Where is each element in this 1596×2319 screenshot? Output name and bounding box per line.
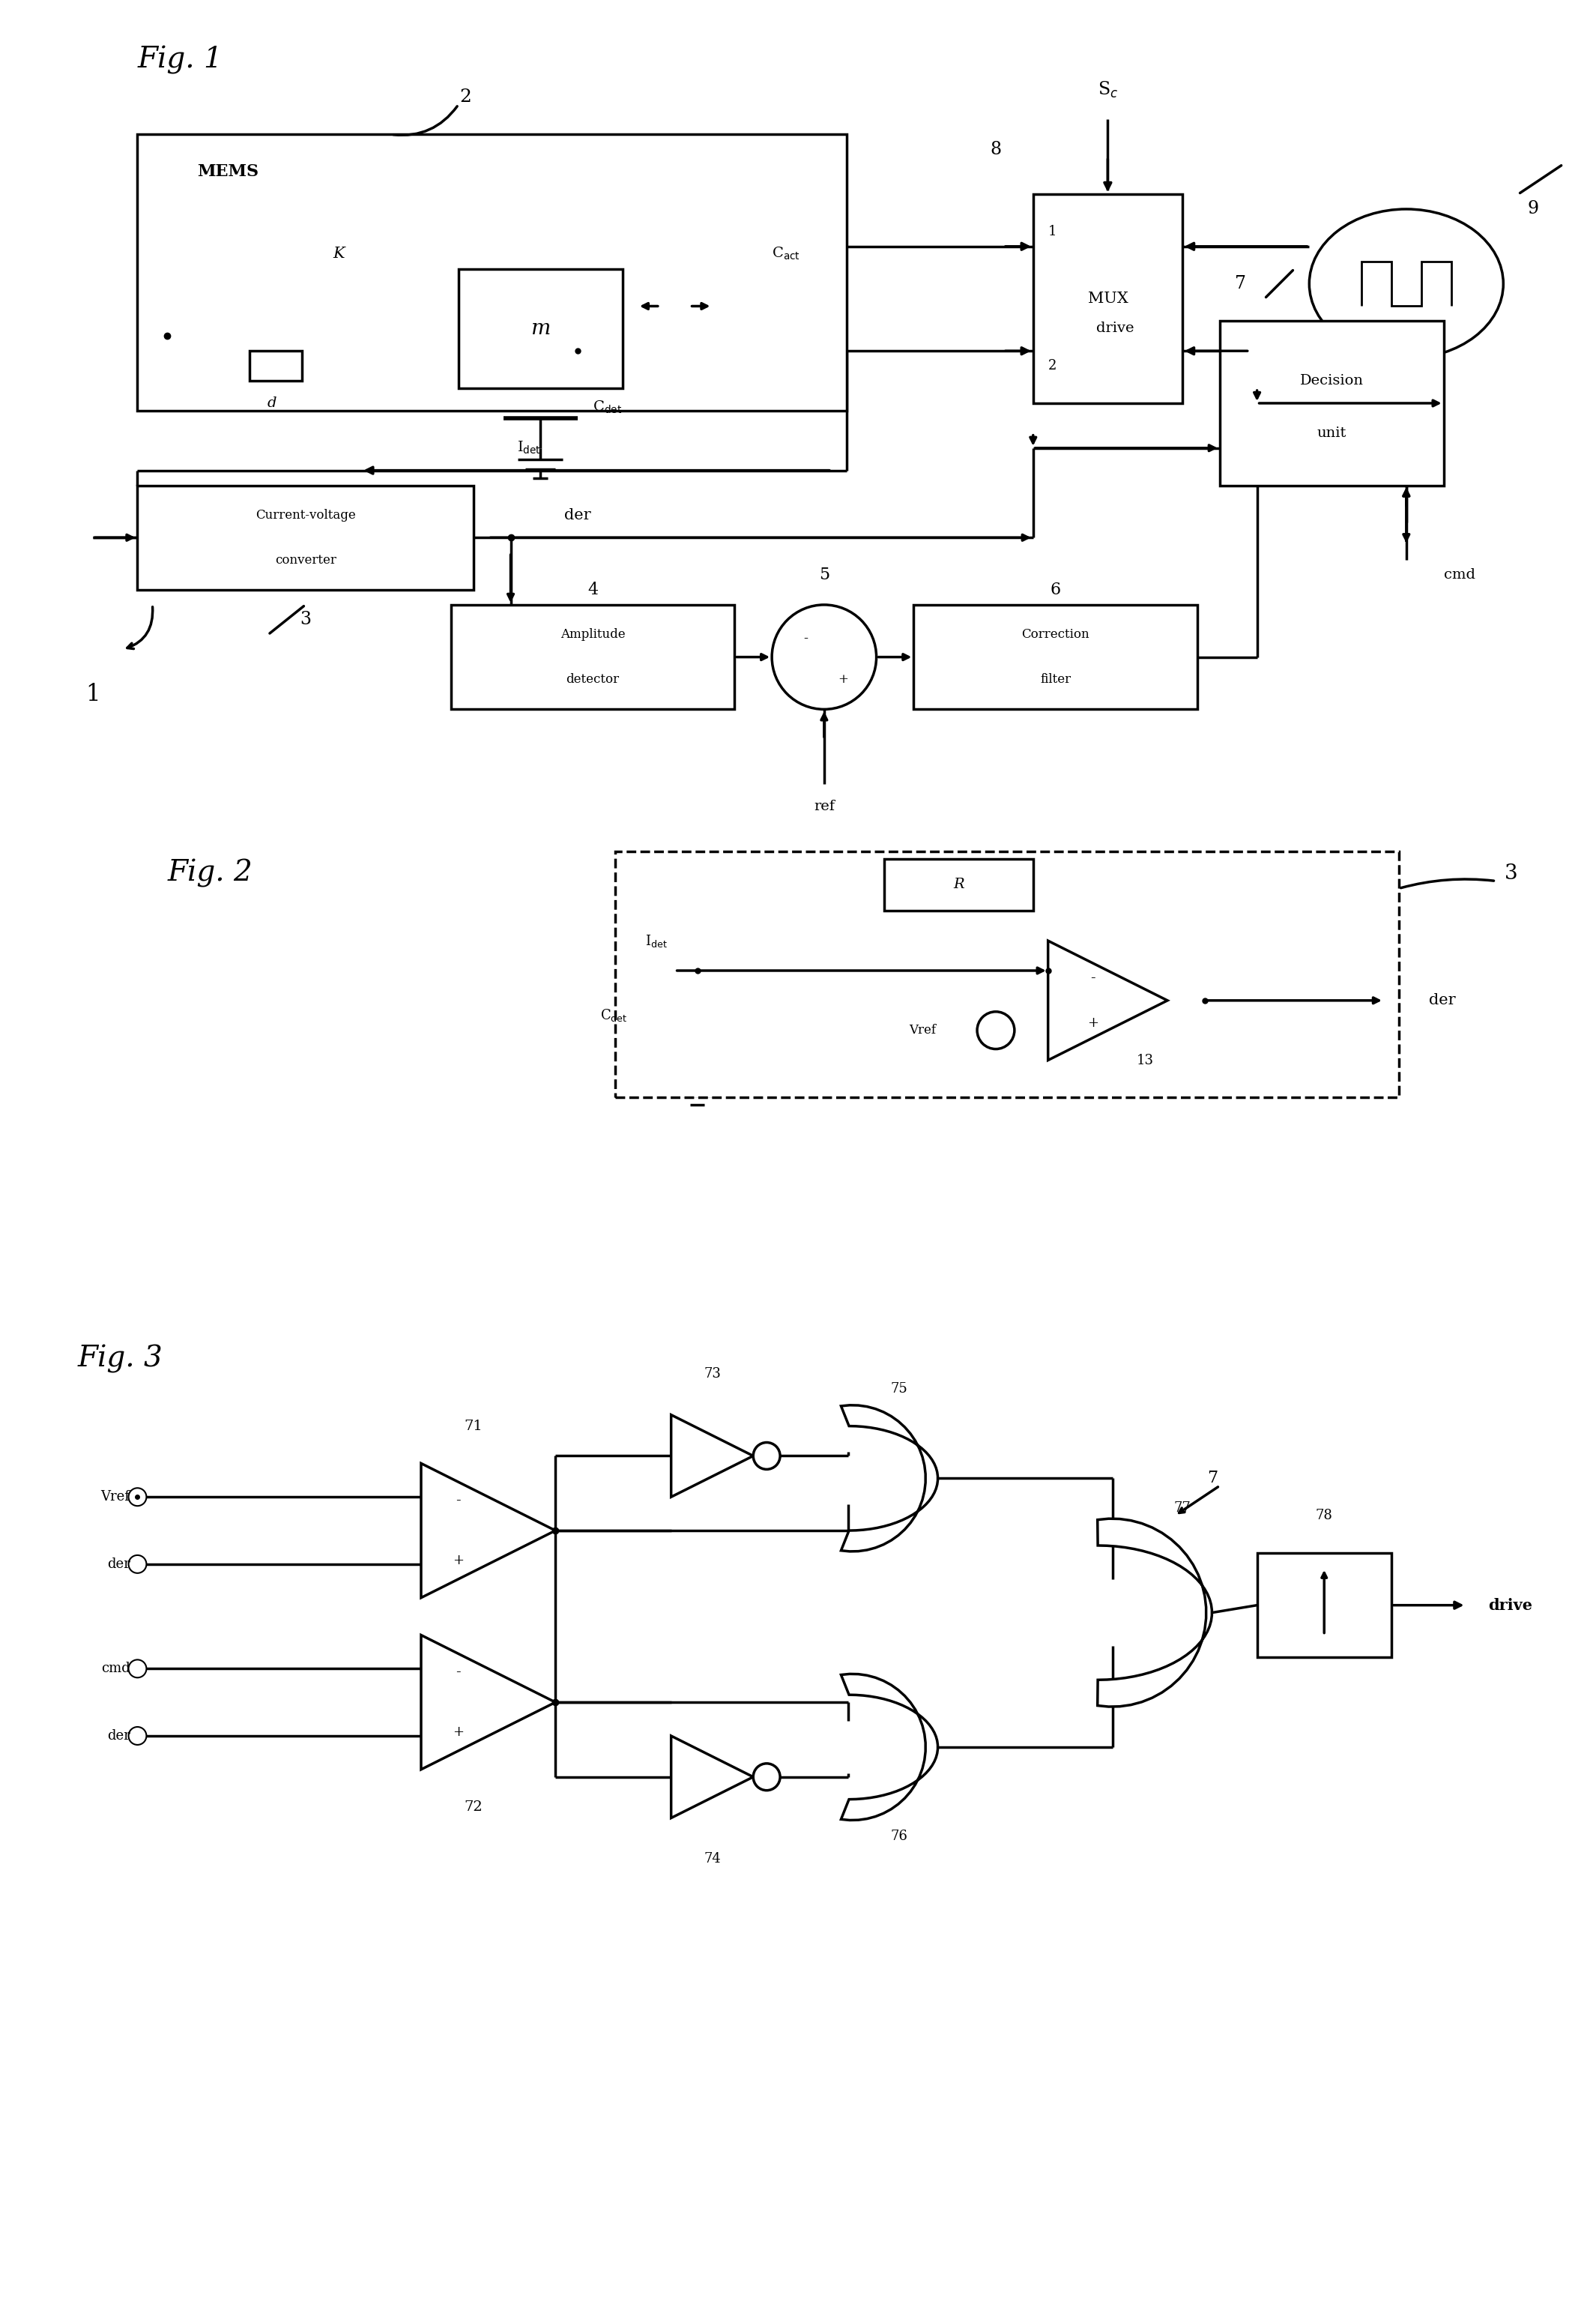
Circle shape bbox=[129, 1660, 147, 1677]
Polygon shape bbox=[841, 1405, 938, 1551]
Text: der: der bbox=[107, 1730, 129, 1742]
Text: 74: 74 bbox=[704, 1853, 721, 1867]
Text: 1: 1 bbox=[85, 682, 101, 705]
Bar bbox=[137, 485, 474, 589]
Text: 73: 73 bbox=[704, 1366, 721, 1380]
Circle shape bbox=[129, 1556, 147, 1572]
Text: m: m bbox=[530, 318, 551, 339]
Text: Current-voltage: Current-voltage bbox=[255, 508, 356, 522]
Bar bbox=[614, 851, 1398, 1097]
Bar bbox=[458, 269, 622, 387]
Text: converter: converter bbox=[275, 554, 337, 566]
Text: ref: ref bbox=[814, 800, 835, 814]
Bar bbox=[884, 858, 1033, 911]
Text: Decision: Decision bbox=[1299, 373, 1363, 387]
Text: der: der bbox=[1428, 993, 1456, 1006]
Polygon shape bbox=[1098, 1519, 1211, 1707]
Text: -: - bbox=[1090, 972, 1095, 986]
Text: 2: 2 bbox=[460, 88, 472, 107]
Text: I$_\mathsf{det}$: I$_\mathsf{det}$ bbox=[517, 441, 541, 457]
Bar bbox=[913, 605, 1197, 710]
Bar bbox=[452, 605, 734, 710]
Text: 7: 7 bbox=[1235, 276, 1246, 292]
Circle shape bbox=[129, 1728, 147, 1744]
Text: 2: 2 bbox=[1049, 359, 1057, 373]
Text: cmd: cmd bbox=[1444, 568, 1475, 582]
Text: -: - bbox=[456, 1493, 461, 1507]
Text: +: + bbox=[838, 673, 847, 686]
Text: 3: 3 bbox=[1503, 863, 1518, 884]
Text: C$_\mathsf{det}$: C$_\mathsf{det}$ bbox=[592, 399, 622, 415]
Text: der: der bbox=[565, 508, 591, 522]
Text: S$_c$: S$_c$ bbox=[1098, 79, 1117, 100]
Text: -: - bbox=[803, 631, 808, 645]
Text: 9: 9 bbox=[1527, 199, 1539, 218]
Text: I$_\mathsf{det}$: I$_\mathsf{det}$ bbox=[645, 932, 667, 948]
Text: Correction: Correction bbox=[1021, 628, 1090, 640]
Text: MEMS: MEMS bbox=[198, 165, 259, 181]
Text: Fig. 3: Fig. 3 bbox=[78, 1345, 163, 1373]
Bar bbox=[1219, 320, 1444, 485]
Text: Vref: Vref bbox=[910, 1025, 937, 1037]
Text: +: + bbox=[453, 1554, 464, 1568]
Text: 4: 4 bbox=[587, 582, 598, 598]
Text: Vref: Vref bbox=[101, 1491, 129, 1503]
Bar bbox=[1258, 1554, 1392, 1658]
Text: 77: 77 bbox=[1173, 1500, 1191, 1514]
Text: 71: 71 bbox=[464, 1419, 482, 1433]
Text: drive: drive bbox=[1096, 322, 1135, 336]
Bar bbox=[249, 350, 302, 380]
Text: 6: 6 bbox=[1050, 582, 1061, 598]
Text: 72: 72 bbox=[464, 1800, 482, 1813]
Bar bbox=[1033, 195, 1183, 404]
Circle shape bbox=[772, 605, 876, 710]
Text: d: d bbox=[267, 397, 276, 410]
Text: +: + bbox=[1087, 1016, 1098, 1030]
Text: Fig. 1: Fig. 1 bbox=[137, 46, 223, 74]
Text: 5: 5 bbox=[819, 566, 830, 582]
Text: 13: 13 bbox=[1136, 1053, 1154, 1067]
Text: MUX: MUX bbox=[1087, 292, 1128, 306]
Text: cmd: cmd bbox=[101, 1663, 129, 1674]
Text: 3: 3 bbox=[300, 612, 311, 628]
Text: K: K bbox=[334, 246, 345, 262]
Text: Amplitude: Amplitude bbox=[560, 628, 626, 640]
Text: 76: 76 bbox=[891, 1830, 908, 1844]
Text: drive: drive bbox=[1489, 1598, 1532, 1612]
Text: detector: detector bbox=[567, 673, 619, 686]
Text: 8: 8 bbox=[990, 141, 1001, 158]
Polygon shape bbox=[841, 1674, 938, 1820]
Text: filter: filter bbox=[1041, 673, 1071, 686]
Text: unit: unit bbox=[1317, 427, 1347, 441]
Text: Fig. 2: Fig. 2 bbox=[168, 860, 252, 888]
Text: C$_\mathsf{act}$: C$_\mathsf{act}$ bbox=[772, 246, 800, 262]
Circle shape bbox=[977, 1011, 1015, 1048]
Bar bbox=[137, 135, 846, 410]
Text: C$_\mathsf{det}$: C$_\mathsf{det}$ bbox=[600, 1006, 627, 1023]
Text: 78: 78 bbox=[1315, 1510, 1333, 1521]
Circle shape bbox=[753, 1762, 780, 1790]
Text: der: der bbox=[107, 1558, 129, 1570]
Text: 1: 1 bbox=[1049, 225, 1057, 239]
Text: 75: 75 bbox=[891, 1382, 907, 1396]
Circle shape bbox=[753, 1442, 780, 1470]
Circle shape bbox=[129, 1489, 147, 1505]
Text: R: R bbox=[953, 879, 964, 890]
Text: 7: 7 bbox=[1207, 1470, 1218, 1486]
Text: +: + bbox=[453, 1725, 464, 1739]
Text: -: - bbox=[456, 1665, 461, 1679]
